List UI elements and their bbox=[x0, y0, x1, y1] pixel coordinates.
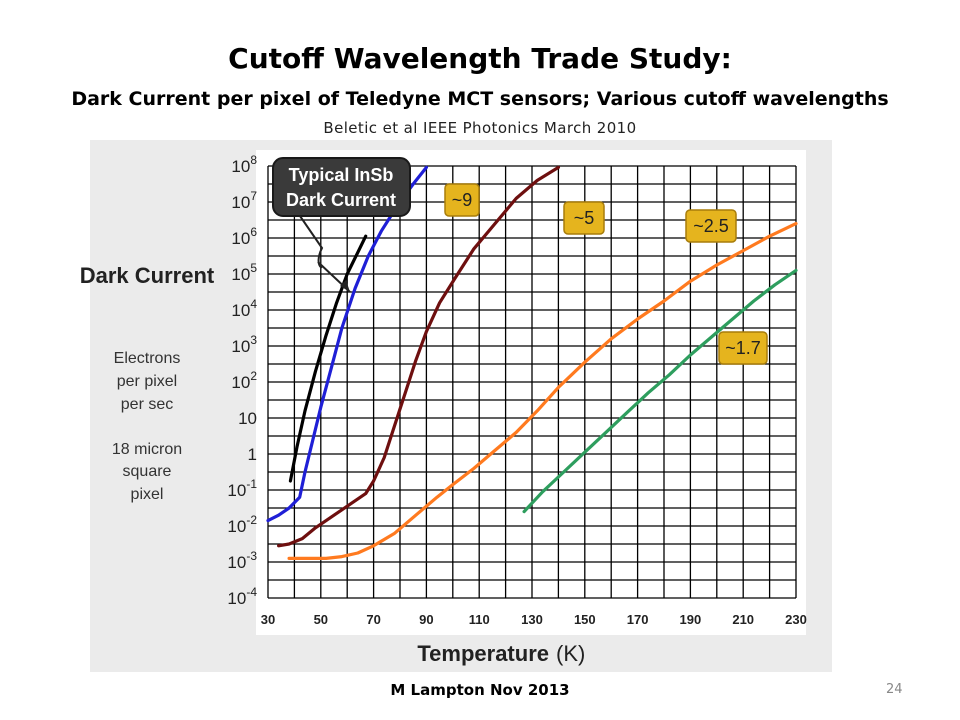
label-box bbox=[718, 331, 768, 365]
x-tick-label: 210 bbox=[732, 612, 754, 627]
y-tick-exponent: 6 bbox=[250, 225, 257, 239]
insb-callout: Typical InSb Dark Current bbox=[272, 157, 411, 293]
y-tick-exponent: 5 bbox=[250, 261, 257, 275]
y-tick-exponent: -1 bbox=[246, 477, 257, 491]
y-tick-base: 10 bbox=[238, 409, 257, 428]
y-tick-base: 10 bbox=[227, 481, 246, 500]
y-tick-base: 10 bbox=[231, 265, 250, 284]
footer-author: M Lampton Nov 2013 bbox=[390, 681, 570, 699]
x-tick-label: 130 bbox=[521, 612, 543, 627]
y-tick-label: 106 bbox=[231, 225, 257, 248]
y-tick-base: 10 bbox=[231, 373, 250, 392]
y-tick-base: 10 bbox=[231, 301, 250, 320]
y-tick-exponent: -3 bbox=[246, 549, 257, 563]
y-tick-base: 10 bbox=[231, 157, 250, 176]
y-tick-label: 10-3 bbox=[227, 549, 257, 572]
y-axis-description-line: per pixel bbox=[117, 373, 177, 390]
series-line-0 bbox=[288, 234, 368, 483]
callout-line-1: Typical InSb bbox=[289, 165, 394, 185]
y-tick-base: 10 bbox=[231, 229, 250, 248]
y-tick-base: 10 bbox=[227, 553, 246, 572]
callout-arrow-head bbox=[340, 280, 350, 292]
x-tick-label: 170 bbox=[627, 612, 649, 627]
series-line-4 bbox=[522, 268, 798, 514]
series-label-4: ~1.7 bbox=[718, 331, 768, 365]
x-tick-label: 90 bbox=[419, 612, 433, 627]
y-tick-exponent: -4 bbox=[246, 585, 257, 599]
y-axis-description-line: square bbox=[123, 463, 172, 480]
x-tick-label: 150 bbox=[574, 612, 596, 627]
y-tick-label: 10-4 bbox=[227, 585, 257, 608]
label-box bbox=[563, 201, 605, 235]
x-tick-label: 50 bbox=[314, 612, 328, 627]
y-tick-base: 10 bbox=[231, 193, 250, 212]
y-tick-base: 10 bbox=[227, 517, 246, 536]
series-line-2 bbox=[277, 165, 560, 548]
y-tick-label: 10-1 bbox=[227, 477, 257, 500]
series-line-3 bbox=[287, 222, 798, 560]
x-tick-label: 30 bbox=[261, 612, 275, 627]
y-tick-label: 10-2 bbox=[227, 513, 257, 536]
x-tick-label: 190 bbox=[680, 612, 702, 627]
slide-title: Cutoff Wavelength Trade Study: bbox=[228, 42, 732, 75]
y-tick-label: 10 bbox=[238, 409, 257, 428]
callout-arrow-line bbox=[299, 215, 351, 293]
y-tick-exponent: 7 bbox=[250, 189, 257, 203]
y-axis-title: Dark Current bbox=[80, 263, 215, 288]
slide-subtitle: Dark Current per pixel of Teledyne MCT s… bbox=[71, 88, 889, 110]
y-tick-label: 104 bbox=[231, 297, 257, 320]
y-tick-base: 10 bbox=[227, 589, 246, 608]
x-axis-title: Temperature bbox=[417, 641, 549, 666]
y-tick-exponent: 3 bbox=[250, 333, 257, 347]
y-axis-description-line: pixel bbox=[131, 486, 164, 503]
y-tick-label: 108 bbox=[231, 153, 257, 176]
citation: Beletic et al IEEE Photonics March 2010 bbox=[323, 119, 637, 137]
label-box bbox=[685, 209, 737, 243]
y-tick-exponent: -2 bbox=[246, 513, 257, 527]
y-tick-label: 102 bbox=[231, 369, 257, 392]
x-tick-label: 70 bbox=[366, 612, 380, 627]
y-axis-description-line: per sec bbox=[121, 396, 173, 413]
y-tick-label: 103 bbox=[231, 333, 257, 356]
y-tick-label: 107 bbox=[231, 189, 257, 212]
label-text: ~9 bbox=[452, 190, 473, 210]
y-tick-base: 1 bbox=[248, 445, 257, 464]
y-tick-exponent: 8 bbox=[250, 153, 257, 167]
axis-ticks: 30 50 70 90 110 130 150 170 190 210 23010810710610… bbox=[227, 153, 806, 627]
y-tick-label: 105 bbox=[231, 261, 257, 284]
y-tick-exponent: 4 bbox=[250, 297, 257, 311]
y-axis-description-line: 18 micron bbox=[112, 441, 182, 458]
label-text: ~2.5 bbox=[693, 216, 729, 236]
y-tick-label: 1 bbox=[248, 445, 257, 464]
series-label-1: ~9 bbox=[444, 183, 480, 217]
label-text: ~1.7 bbox=[725, 338, 761, 358]
label-box bbox=[444, 183, 480, 217]
series-label-2: ~5 bbox=[563, 201, 605, 235]
page-number: 24 bbox=[886, 682, 903, 697]
callout-box bbox=[272, 157, 411, 217]
y-axis-description-line: Electrons bbox=[114, 350, 181, 367]
label-text: ~5 bbox=[574, 208, 595, 228]
y-tick-exponent: 2 bbox=[250, 369, 257, 383]
x-axis-unit: (K) bbox=[556, 641, 585, 666]
callout-line-2: Dark Current bbox=[286, 190, 396, 210]
x-tick-label: 230 bbox=[785, 612, 807, 627]
grid bbox=[267, 165, 797, 599]
y-axis-description: Electrons per pixel per sec 18 micron square… bbox=[112, 350, 182, 503]
y-tick-base: 10 bbox=[231, 337, 250, 356]
series-labels: ~9 ~5 ~2.5 ~1.7 bbox=[444, 183, 768, 365]
x-tick-label: 110 bbox=[469, 612, 490, 627]
series-label-3: ~2.5 bbox=[685, 209, 737, 243]
